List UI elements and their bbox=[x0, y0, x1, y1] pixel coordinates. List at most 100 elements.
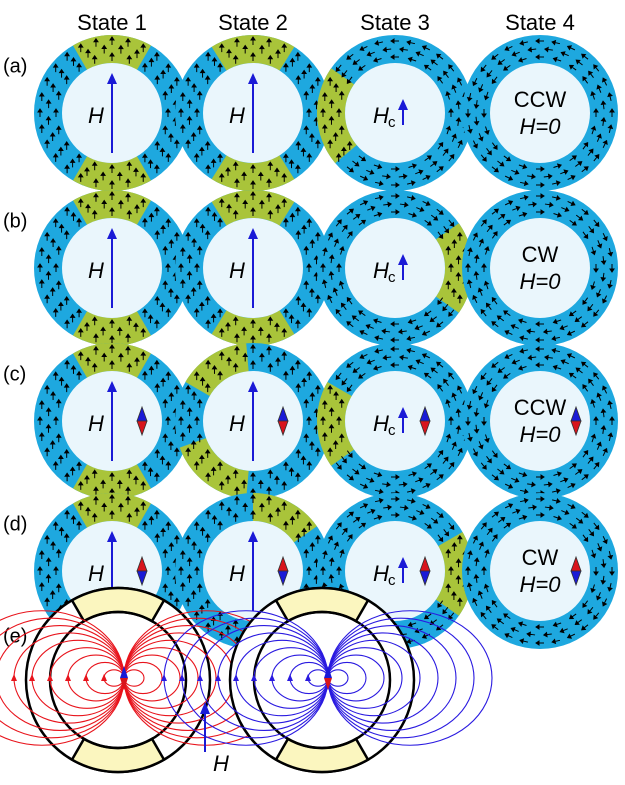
field-arrowhead bbox=[248, 381, 258, 392]
domain-sector bbox=[211, 310, 295, 347]
field-line-ring bbox=[161, 586, 493, 774]
chirality-label: CW bbox=[522, 545, 559, 570]
field-label: H=0 bbox=[520, 114, 562, 139]
domain-sector bbox=[253, 493, 317, 543]
magnetization-arrows bbox=[465, 193, 615, 343]
field-line-arrow bbox=[251, 674, 257, 681]
chirality-label: CCW bbox=[514, 395, 567, 420]
row-label: (a) bbox=[3, 55, 27, 77]
domain-sector bbox=[435, 223, 473, 313]
field-label: H bbox=[88, 258, 104, 283]
field-arrowhead bbox=[398, 99, 408, 110]
dipole-lower bbox=[120, 678, 128, 690]
ring bbox=[317, 190, 473, 346]
ring bbox=[462, 190, 618, 346]
row-label: (c) bbox=[3, 363, 26, 385]
ring bbox=[462, 343, 618, 499]
ring-inner bbox=[345, 63, 445, 163]
domain-sector bbox=[211, 155, 295, 191]
field-arrowhead bbox=[398, 254, 408, 265]
chirality-label: CW bbox=[522, 242, 559, 267]
magnetization-arrows bbox=[178, 191, 328, 344]
ring-inner bbox=[490, 371, 590, 471]
field-line-arrow bbox=[29, 674, 35, 681]
field-line-arrow bbox=[287, 674, 293, 681]
field-arrowhead bbox=[107, 228, 117, 239]
domain-sector bbox=[316, 68, 357, 164]
dipole-lower bbox=[136, 420, 148, 437]
ring bbox=[462, 35, 618, 191]
row-label: (b) bbox=[3, 210, 27, 232]
magnetization-arrows bbox=[465, 496, 615, 646]
field-label: H bbox=[88, 561, 104, 586]
field-line-arrow bbox=[161, 674, 167, 681]
ring-inner bbox=[345, 218, 445, 318]
dipole-lower bbox=[419, 420, 431, 437]
ring-inner bbox=[490, 218, 590, 318]
magnetization-arrows bbox=[37, 36, 187, 189]
domain-sector bbox=[185, 343, 249, 396]
magnetization-arrows bbox=[320, 38, 470, 188]
dipole-lower bbox=[277, 570, 289, 587]
ring-inner bbox=[345, 521, 445, 621]
ring-inner bbox=[490, 521, 590, 621]
field-label: H=0 bbox=[520, 422, 562, 447]
field-line-ring bbox=[0, 586, 289, 774]
row-label: (d) bbox=[3, 513, 27, 535]
field-subscript: c bbox=[388, 269, 396, 286]
field-arrowhead bbox=[248, 531, 258, 542]
column-header: State 2 bbox=[218, 10, 288, 35]
field-subscript: c bbox=[388, 572, 396, 589]
field-label: H=0 bbox=[520, 269, 562, 294]
field-label: H bbox=[373, 561, 389, 586]
dipole-lower bbox=[570, 570, 582, 587]
field-arrowhead bbox=[248, 73, 258, 84]
field-subscript: c bbox=[388, 114, 396, 131]
field-arrowhead bbox=[200, 702, 210, 714]
magnetization-arrows bbox=[320, 346, 470, 496]
field-subscript: c bbox=[388, 422, 396, 439]
magnetization-arrows bbox=[178, 344, 328, 497]
field-label: H bbox=[229, 258, 245, 283]
field-arrowhead bbox=[107, 531, 117, 542]
ring-inner bbox=[345, 371, 445, 471]
ring bbox=[316, 35, 473, 191]
field-line-arrow bbox=[65, 674, 71, 681]
row-label: (e) bbox=[3, 625, 27, 647]
field-line-arrow bbox=[101, 674, 107, 681]
field-line-arrow bbox=[11, 674, 17, 681]
field-line-arrow bbox=[179, 674, 185, 681]
column-header: State 1 bbox=[77, 10, 147, 35]
field-label: H bbox=[229, 103, 245, 128]
magnetization-arrows bbox=[320, 193, 470, 343]
field-line-arrow bbox=[197, 674, 203, 681]
column-header: State 3 bbox=[360, 10, 430, 35]
ring-inner bbox=[490, 63, 590, 163]
field-label: H=0 bbox=[520, 572, 562, 597]
field-arrowhead bbox=[398, 557, 408, 568]
field-label: H bbox=[213, 751, 229, 776]
field-label: H bbox=[88, 103, 104, 128]
dipole-lower bbox=[136, 570, 148, 587]
field-arrowhead bbox=[398, 407, 408, 418]
magnetization-arrows bbox=[465, 38, 615, 188]
field-label: H bbox=[88, 411, 104, 436]
field-line-arrow bbox=[215, 674, 221, 681]
magnetization-arrows bbox=[37, 344, 187, 497]
ring bbox=[317, 343, 473, 499]
dipole-upper bbox=[324, 666, 332, 678]
field-label: H bbox=[373, 411, 389, 436]
field-label: H bbox=[373, 258, 389, 283]
field-label: H bbox=[373, 103, 389, 128]
field-label: H bbox=[229, 561, 245, 586]
magnetization-arrows bbox=[465, 346, 615, 496]
field-line-arrow bbox=[83, 674, 89, 681]
column-header: State 4 bbox=[505, 10, 575, 35]
field-label: H bbox=[229, 411, 245, 436]
dipole-lower bbox=[324, 678, 332, 690]
dipole-lower bbox=[419, 570, 431, 587]
field-line-arrow bbox=[47, 674, 53, 681]
dipole-lower bbox=[277, 420, 289, 437]
chirality-label: CCW bbox=[514, 87, 567, 112]
